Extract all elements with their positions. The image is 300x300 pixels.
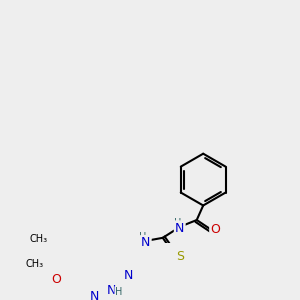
Text: H: H <box>116 287 123 297</box>
Text: N: N <box>141 236 150 249</box>
Text: H: H <box>139 232 146 242</box>
Text: N: N <box>124 268 134 281</box>
Text: O: O <box>51 273 61 286</box>
Text: N: N <box>175 222 184 235</box>
Text: H: H <box>174 218 181 228</box>
Text: N: N <box>106 284 116 297</box>
Text: S: S <box>176 250 184 263</box>
Text: O: O <box>210 223 220 236</box>
Text: CH₃: CH₃ <box>29 234 47 244</box>
Text: CH₃: CH₃ <box>26 259 44 269</box>
Text: N: N <box>90 290 100 300</box>
